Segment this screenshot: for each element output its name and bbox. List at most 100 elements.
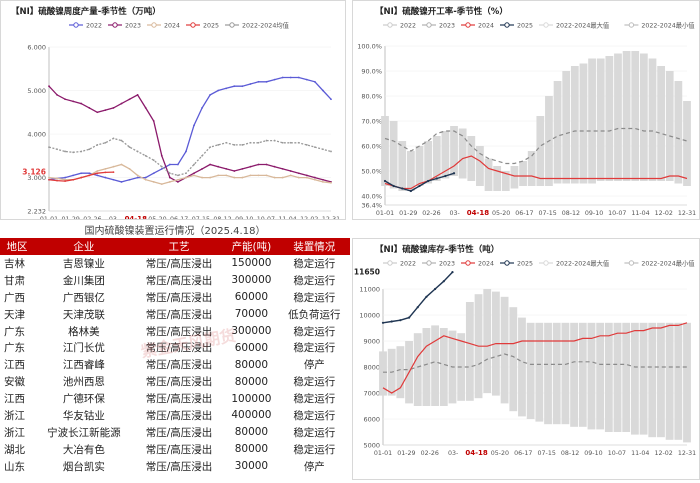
data-point [265, 174, 268, 177]
data-point [217, 89, 220, 92]
range-band-bar [381, 116, 389, 186]
y-tick-label: 70.0% [361, 118, 382, 126]
table-cell: 安徽 [4, 376, 25, 389]
production-chart-panel: 【NI】硫酸镍周度产量-季节性（万吨） 2022 2023 2024 2025 2022-… [0, 0, 346, 223]
data-point [120, 139, 123, 142]
legend-marker [387, 22, 393, 28]
data-point [168, 181, 171, 183]
x-tick-label: 07-15 [538, 450, 556, 457]
range-band-bar [639, 53, 648, 181]
data-point [297, 172, 300, 175]
y-tick-label: 40.0% [361, 193, 382, 201]
x-tick-label: 06-17 [515, 210, 533, 217]
range-band-bar [465, 302, 474, 401]
data-point [160, 165, 163, 168]
data-point [241, 85, 244, 88]
x-tick-label: 08-12 [561, 450, 579, 457]
table-cell: 江门长优 [62, 342, 105, 355]
data-point [401, 187, 404, 190]
data-point [225, 167, 228, 170]
legend-label: 2024 [164, 23, 180, 30]
data-point [88, 174, 91, 177]
legend-label: 2023 [125, 23, 141, 30]
table-cell: 60000 [234, 341, 269, 354]
table-cell: 稳定运行 [293, 325, 336, 338]
table-cell: 常压/高压浸出 [145, 359, 213, 372]
x-tick-label: 02-26 [422, 210, 440, 217]
table-cell: 300000 [231, 274, 272, 287]
x-tick-label: 09-10 [235, 216, 253, 219]
range-band-bar [631, 51, 640, 181]
legend-label: 2022 [86, 23, 102, 30]
table-cell: 天津茂联 [62, 308, 105, 321]
data-point [88, 107, 91, 109]
data-point [193, 124, 195, 127]
x-tick-label: 11-04 [278, 216, 296, 219]
table-cell: 常压/高压浸出 [145, 291, 213, 304]
range-band-bar [552, 322, 561, 425]
table-header-cell: 产能(吨) [224, 238, 279, 255]
table-cell: 常压/高压浸出 [145, 376, 213, 389]
table-cell: 稳定运行 [293, 393, 336, 406]
range-band-bar [639, 322, 648, 435]
data-point [217, 144, 220, 146]
range-band-bar [588, 58, 596, 184]
data-point [241, 176, 244, 179]
data-point [128, 98, 131, 101]
x-tick-label: 12-31 [322, 216, 340, 219]
range-band-bar [432, 136, 441, 181]
table-cell: 烟台凯实 [62, 460, 105, 473]
range-band-bar [527, 151, 536, 186]
range-band-bar [622, 322, 631, 432]
data-point [427, 179, 430, 183]
x-tick-label: 06-17 [514, 450, 532, 457]
data-point [201, 167, 203, 170]
table-cell: 常压/高压浸出 [145, 393, 213, 406]
data-point [168, 176, 171, 179]
legend-marker [628, 260, 635, 266]
table-cell: 停产 [303, 359, 325, 372]
data-point [225, 141, 228, 144]
range-band-bar [648, 322, 657, 438]
series-line-2024 [384, 155, 688, 190]
x-tick-label: 03- [448, 450, 458, 457]
data-point [144, 107, 147, 109]
y-tick-label: 7000 [363, 390, 380, 398]
data-point [273, 78, 276, 81]
data-point [64, 178, 67, 181]
data-point [289, 170, 292, 172]
range-band-bar [526, 322, 535, 419]
range-band-bar [500, 296, 509, 404]
table-header-row: 地区 企业 工艺 产能(吨) 装置情况 [0, 238, 350, 255]
data-point [177, 178, 179, 181]
range-band-bar [415, 146, 424, 186]
table-row: 湖北 大冶有色 常压/高压浸出 80000 稳定运行 [0, 441, 350, 458]
data-point [313, 146, 316, 149]
range-band-bar [570, 66, 579, 184]
data-point [193, 163, 195, 166]
table-row: 甘肃 金川集团 常压/高压浸出 300000 稳定运行 [0, 272, 350, 289]
table-cell: 宁波长江新能源 [47, 426, 121, 439]
y-tick-label: 90.0% [361, 68, 382, 76]
y-tick-label: 6000 [363, 416, 380, 424]
highlight-x-label: 04-18 [125, 215, 148, 219]
data-point [56, 148, 58, 151]
data-point [249, 165, 252, 168]
highlight-x-label: 04-18 [465, 449, 488, 457]
table-cell: 稳定运行 [293, 257, 336, 270]
data-point [392, 184, 395, 188]
y-tick-label: 11000 [359, 286, 380, 294]
range-band-bar [413, 333, 422, 406]
y-tick-label: 5.000 [27, 87, 46, 95]
table-cell: 大冶有色 [62, 443, 105, 456]
data-point [305, 176, 308, 179]
data-point [88, 148, 91, 151]
table-title: 国内硫酸镍装置运行情况（2025.4.18） [84, 226, 266, 237]
table-cell: 常压/高压浸出 [145, 460, 213, 473]
range-band-bar [614, 53, 622, 181]
legend-label: 2025 [517, 23, 533, 30]
data-point [56, 177, 58, 180]
data-point [305, 144, 308, 146]
legend-label: 2022-2024最大值 [556, 259, 610, 268]
range-band-bar [657, 66, 665, 181]
